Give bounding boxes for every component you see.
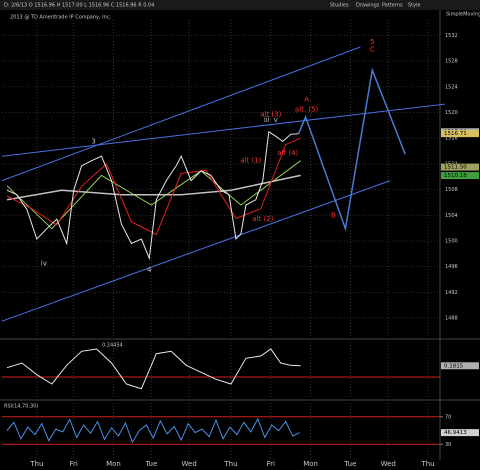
- x-tick-label: Thu: [420, 460, 434, 468]
- toolbar-buttons: Studies Drawings Patterns Style: [330, 3, 421, 9]
- y-tick-label: 70: [445, 414, 451, 420]
- tool-button[interactable]: Drawings: [356, 3, 380, 9]
- tool-button[interactable]: Studies: [330, 3, 349, 9]
- series-line: [6, 130, 299, 261]
- copyright: 2013 @ TD Ameritrade IP Company, Inc.: [10, 15, 112, 21]
- price-tag: [441, 130, 479, 138]
- annotation: v: [274, 116, 278, 124]
- panel-title: 0.24454: [102, 343, 123, 349]
- x-tick-label: Tue: [343, 460, 356, 468]
- series-line: [6, 174, 301, 201]
- y-tick-label: 1500: [445, 238, 458, 244]
- price-tag: [441, 362, 479, 370]
- tool-button[interactable]: Patterns: [382, 3, 403, 9]
- price-tag-label: 1516.71: [444, 131, 467, 137]
- y-tick-label: 1488: [445, 316, 458, 322]
- y-tick-label: 30: [445, 442, 451, 448]
- annotation: A: [304, 96, 309, 104]
- x-tick-label: Fri: [70, 460, 78, 468]
- price-tag-label: 0.1815: [444, 363, 464, 369]
- x-tick-label: Thu: [29, 460, 43, 468]
- y-tick-label: 1504: [445, 213, 458, 219]
- y-tick-label: 1528: [445, 59, 458, 65]
- y-tick-label: 1516: [445, 136, 458, 142]
- series-line: [6, 137, 301, 236]
- annotation: alt (2): [252, 215, 273, 223]
- x-tick-label: Mon: [303, 460, 318, 468]
- series-line: [1, 46, 361, 182]
- x-tick-label: Tue: [144, 460, 157, 468]
- annotation: B: [331, 211, 336, 219]
- x-tick-label: Wed: [182, 460, 197, 468]
- series-line: [6, 348, 301, 390]
- series-line: [6, 160, 301, 230]
- x-tick-label: Thu: [223, 460, 237, 468]
- annotation: alt (1): [240, 157, 261, 165]
- y-tick-label: 1508: [445, 187, 458, 193]
- annotation: iii: [264, 116, 270, 124]
- annotation: 5: [370, 38, 374, 46]
- x-tick-label: Fri: [267, 460, 275, 468]
- y-tick-label: 1532: [445, 33, 458, 39]
- x-tick-label: Wed: [381, 460, 396, 468]
- tool-button[interactable]: Style: [408, 3, 421, 9]
- toolbar: [0, 0, 480, 10]
- annotation: iv: [41, 259, 47, 267]
- y-tick-label: 1524: [445, 84, 458, 90]
- annotation: alt (3): [260, 110, 281, 118]
- price-tag: [441, 429, 479, 437]
- panel-title: RSI(14,70,30): [4, 404, 38, 410]
- price-tag-label: 1511.50: [444, 165, 467, 171]
- annotation: alt. (5): [295, 105, 319, 113]
- y-tick-label: 1496: [445, 264, 458, 270]
- status-line: D: 2/6/13 O 1516.96 H 1517.00 L 1516.96 …: [4, 3, 154, 9]
- annotation: alt (4): [277, 149, 298, 157]
- y-tick-label: 1492: [445, 290, 458, 296]
- x-tick-label: Mon: [106, 460, 121, 468]
- annotation: 3: [91, 137, 95, 145]
- series-line: [1, 180, 391, 322]
- series-line: [6, 417, 300, 444]
- price-tag: [441, 172, 479, 180]
- series-line: [1, 103, 446, 157]
- study-button[interactable]: SimpleMoving: [446, 12, 480, 18]
- price-tag-label: 1510.18: [444, 173, 467, 179]
- price-tag-label: 46.9413: [444, 430, 467, 436]
- y-tick-label: 1520: [445, 110, 458, 116]
- price-tag: [441, 163, 479, 171]
- annotation: 4: [147, 266, 152, 274]
- annotation: C: [370, 46, 375, 54]
- series-line: [297, 67, 406, 232]
